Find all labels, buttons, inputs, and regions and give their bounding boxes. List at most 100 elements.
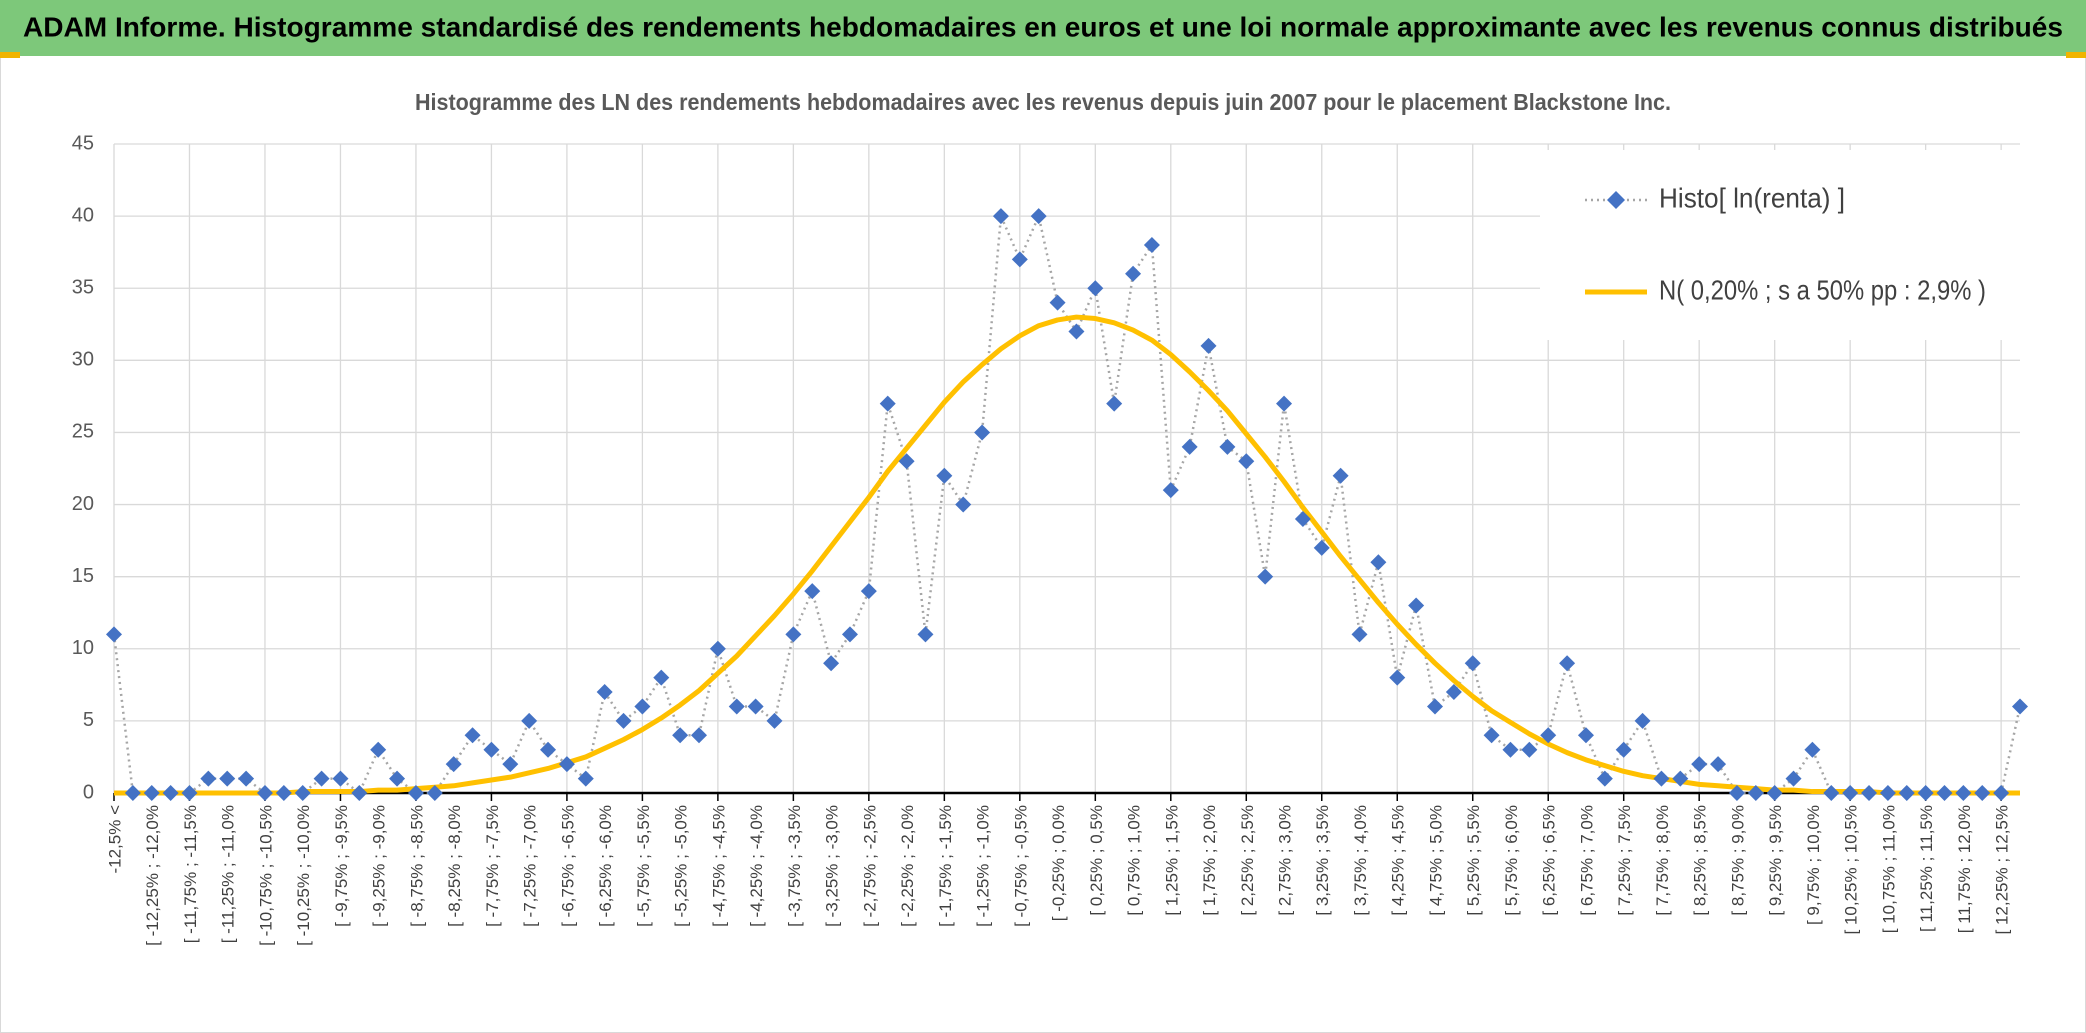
data-point [1445,684,1462,701]
data-point [1861,785,1878,801]
legend-marker [1607,191,1625,209]
data-point [1823,785,1840,801]
data-point [936,467,953,484]
normal-curve [114,314,2020,796]
data-point [1653,770,1670,787]
data-point [860,583,877,600]
legend-box [1540,150,2020,340]
data-point [766,712,783,729]
data-point [1238,453,1255,470]
data-point [1842,785,1859,801]
x-tick-label: [ 1,25% ; 1,5% [1162,805,1181,916]
data-point [1785,770,1802,787]
y-tick-label: 25 [72,421,94,443]
x-tick-label: [ 0,25% ; 0,5% [1087,805,1106,916]
data-point [1540,727,1557,744]
data-point [2012,698,2028,715]
data-point [1672,770,1689,787]
y-tick-label: 45 [72,132,94,154]
data-point [615,712,632,729]
data-point [1596,770,1613,787]
data-point [332,770,349,787]
x-tick-label: [ -3,75% ; -3,5% [785,805,804,927]
data-point [1502,741,1519,758]
data-point [1143,236,1160,253]
data-point [1049,294,1066,311]
x-tick-label: [ 9,25% ; 9,5% [1766,805,1785,916]
data-point [728,698,745,715]
data-point [106,626,122,643]
data-point [181,785,198,801]
data-point [1483,727,1500,744]
data-point [1408,597,1425,614]
data-point [653,669,670,686]
data-point [200,770,217,787]
data-point [370,741,387,758]
x-tick-label: [ 3,25% ; 3,5% [1313,805,1332,916]
data-point [1521,741,1538,758]
x-tick-label: [ -2,75% ; -2,5% [860,805,879,927]
legend-label: N( 0,20% ; s a 50% pp : 2,9% ) [1659,274,1986,305]
x-tick-label: [ 1,75% ; 2,0% [1200,805,1219,916]
data-point [521,712,538,729]
data-point [426,785,443,801]
x-tick-label: [ 10,25% ; 10,5% [1842,805,1861,934]
data-point [558,756,575,773]
x-tick-label: [ -7,75% ; -7,5% [483,805,502,927]
data-point [351,785,368,801]
data-point [1993,785,2010,801]
y-tick-label: 5 [83,709,94,731]
chart-title: Histogramme des LN des rendements hebdom… [415,89,1671,115]
data-point [879,395,896,412]
data-point [124,785,141,801]
page-title: ADAM Informe. Histogramme standardisé de… [23,11,2063,42]
x-tick-label: [ -1,25% ; -1,0% [974,805,993,927]
y-tick-label: 35 [72,277,94,299]
x-tick-label: [ 2,75% ; 3,0% [1276,805,1295,916]
data-point [464,727,481,744]
x-tick-label: [ -10,75% ; -10,5% [256,805,275,946]
data-point [804,583,821,600]
data-point [823,655,840,672]
data-point [1125,265,1142,282]
data-point [992,208,1009,225]
data-point [1766,785,1783,801]
data-point [1615,741,1632,758]
x-tick-label: [ 5,25% ; 5,5% [1464,805,1483,916]
data-point [1710,756,1727,773]
data-point [1257,568,1274,585]
x-tick-label: [ 6,25% ; 6,5% [1540,805,1559,916]
data-point [672,727,689,744]
data-point [1974,785,1991,801]
header-band [0,0,2086,56]
data-point [1898,785,1915,801]
x-tick-label: [ -5,75% ; -5,5% [634,805,653,927]
data-point [294,785,311,801]
x-tick-label: [ 7,75% ; 8,0% [1653,805,1672,916]
data-point [1389,669,1406,686]
data-point [1181,438,1198,455]
x-tick-label: [ 6,75% ; 7,0% [1577,805,1596,916]
y-tick-label: 0 [83,781,94,803]
x-tick-label: [ -8,25% ; -8,0% [445,805,464,927]
data-point [747,698,764,715]
data-point [1276,395,1293,412]
data-point [238,770,255,787]
data-point [1351,626,1368,643]
data-point [634,698,651,715]
x-tick-label: [ -1,75% ; -1,5% [936,805,955,927]
x-tick-label: -12,5% < [105,805,124,874]
x-tick-label: [ 2,25% ; 2,5% [1238,805,1257,916]
y-tick-label: 10 [72,637,94,659]
data-point [483,741,500,758]
data-point [1332,467,1349,484]
data-point [709,640,726,657]
data-point [1879,785,1896,801]
x-tick-label: [ -9,75% ; -9,5% [332,805,351,927]
data-point [596,684,613,701]
y-tick-label: 15 [72,565,94,587]
data-point [389,770,406,787]
data-point [1087,280,1104,297]
data-point [256,785,273,801]
data-point [162,785,179,801]
